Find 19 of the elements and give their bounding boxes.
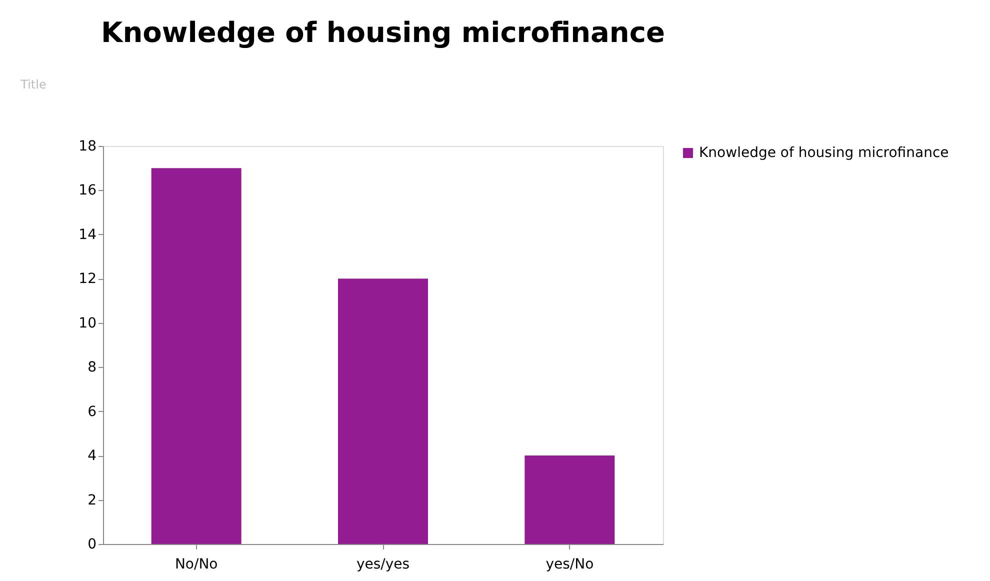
y-tick-label: 10 (78, 315, 96, 332)
y-axis-title: Title (20, 78, 46, 92)
y-tick-label: 2 (88, 492, 96, 508)
y-tick-label: 12 (78, 271, 96, 288)
y-tick-label: 8 (88, 360, 96, 376)
x-tick-label: yes/yes (356, 556, 410, 572)
x-tick-label: yes/No (546, 556, 594, 572)
x-tick-label: No/No (174, 556, 218, 572)
bar (151, 168, 242, 544)
y-tick-label: 6 (88, 404, 97, 420)
legend-label: Knowledge of housing microfinance (699, 145, 949, 161)
bar (338, 278, 428, 544)
chart-title: Knowledge of housing microfinance (101, 16, 665, 49)
y-tick-label: 14 (78, 226, 97, 243)
y-tick-label: 4 (88, 448, 97, 464)
bar (524, 456, 615, 544)
y-tick-label: 16 (78, 182, 97, 199)
y-tick-label: 18 (78, 138, 96, 154)
y-tick-label: 0 (88, 536, 96, 552)
